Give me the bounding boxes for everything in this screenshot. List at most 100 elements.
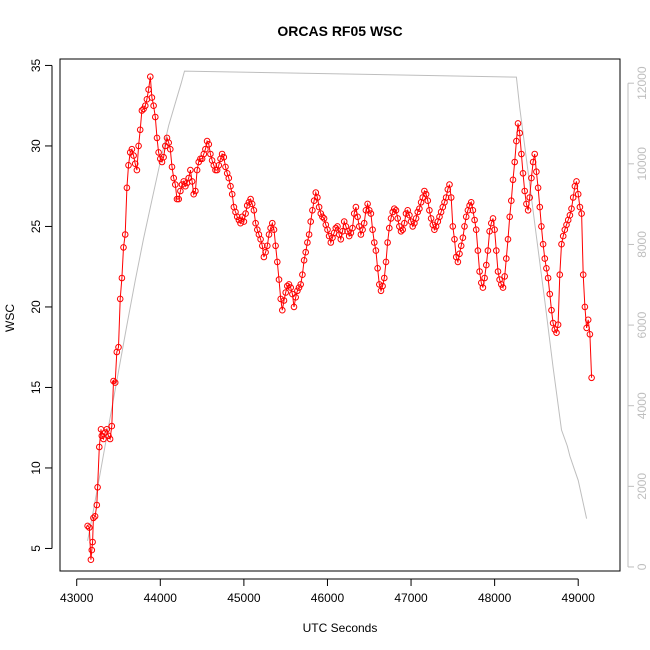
wsc-point	[354, 213, 361, 221]
wsc-point	[359, 226, 366, 233]
wsc-point	[130, 152, 137, 159]
wsc-point	[259, 242, 266, 250]
wsc-point	[406, 211, 413, 219]
wsc-point	[379, 282, 386, 290]
wsc-point	[222, 163, 229, 171]
wsc-point	[121, 231, 129, 238]
wsc-point	[474, 247, 482, 254]
wsc-point	[367, 210, 375, 217]
wsc-point	[501, 273, 509, 280]
wsc-point	[334, 223, 341, 230]
wsc-point	[447, 194, 455, 201]
wsc-point	[499, 284, 507, 291]
wsc-point	[188, 178, 196, 185]
wsc-point	[248, 200, 256, 208]
wsc-point	[131, 160, 139, 167]
wsc-point	[302, 248, 310, 256]
wsc-point	[147, 73, 154, 80]
wsc-point	[317, 210, 325, 217]
wsc-point	[152, 113, 159, 121]
wsc-point	[504, 236, 512, 243]
wsc-point	[103, 426, 111, 433]
wsc-point	[168, 163, 176, 171]
wsc-point	[136, 126, 144, 134]
y-tick-label: 25	[29, 219, 43, 233]
wsc-point	[93, 501, 101, 509]
wsc-point	[516, 129, 524, 137]
wsc-point	[203, 137, 211, 145]
wsc-point	[205, 141, 213, 148]
wsc-point	[192, 187, 199, 195]
y-tick-label: 35	[29, 58, 43, 72]
wsc-point	[426, 207, 433, 214]
altitude-line	[87, 70, 588, 541]
wsc-point	[290, 303, 298, 311]
wsc-point	[309, 207, 316, 214]
wsc-point	[479, 284, 487, 291]
wsc-point	[394, 215, 402, 222]
wsc-point	[225, 174, 233, 182]
wsc-point	[573, 178, 580, 185]
wsc-point	[409, 223, 417, 230]
wsc-point	[215, 162, 223, 169]
wsc-point	[584, 316, 592, 324]
wsc-point	[220, 153, 228, 161]
wsc-point	[128, 145, 136, 153]
wsc-point	[471, 216, 478, 224]
wsc-point	[431, 226, 438, 233]
y2-tick-label: 2000	[635, 473, 649, 500]
y-tick-label: 30	[29, 139, 43, 153]
wsc-point	[412, 215, 420, 222]
wsc-point	[446, 181, 453, 188]
wsc-point	[462, 213, 470, 221]
wsc-point	[294, 287, 301, 295]
wsc-point	[384, 239, 391, 246]
wsc-point	[554, 321, 562, 329]
wsc-point	[424, 197, 432, 204]
wsc-point	[534, 184, 542, 192]
wsc-point	[391, 205, 398, 212]
wsc-point	[467, 199, 475, 206]
wsc-point	[360, 219, 368, 227]
wsc-point	[160, 153, 167, 161]
plot-frame	[59, 58, 621, 572]
wsc-point	[374, 265, 381, 272]
wsc-point	[461, 223, 468, 230]
wsc-point	[305, 231, 313, 238]
wsc-point	[325, 232, 333, 240]
y-axis-label: WSC	[3, 304, 17, 332]
wsc-point	[543, 265, 550, 272]
wsc-point	[187, 166, 194, 174]
wsc-point	[493, 247, 500, 254]
wsc-point	[583, 324, 590, 332]
wsc-point	[513, 137, 520, 145]
wsc-point	[240, 218, 248, 225]
wsc-point	[320, 215, 328, 222]
x-tick-label: 43000	[60, 591, 94, 605]
wsc-point	[526, 194, 534, 201]
wsc-point	[544, 274, 552, 282]
wsc-point	[100, 435, 107, 443]
wsc-point	[175, 195, 182, 203]
wsc-point	[546, 290, 554, 298]
wsc-point	[489, 215, 497, 222]
x-tick-label: 46000	[311, 591, 345, 605]
wsc-point	[140, 105, 147, 113]
wsc-point	[106, 435, 114, 443]
y2-tick-label: 10000	[635, 147, 649, 181]
wsc-point	[237, 219, 244, 227]
wsc-point	[218, 150, 226, 158]
y2-tick-label: 6000	[635, 311, 649, 338]
wsc-point	[399, 226, 407, 233]
wsc-point	[324, 226, 331, 233]
wsc-point	[315, 203, 323, 211]
x-tick-label: 48000	[478, 591, 512, 605]
wsc-point	[476, 268, 483, 275]
wsc-point	[250, 207, 258, 214]
wsc-point	[369, 226, 376, 233]
wsc-point	[519, 170, 527, 177]
wsc-line	[87, 76, 593, 560]
wsc-point	[339, 228, 346, 235]
wsc-point	[207, 150, 214, 158]
